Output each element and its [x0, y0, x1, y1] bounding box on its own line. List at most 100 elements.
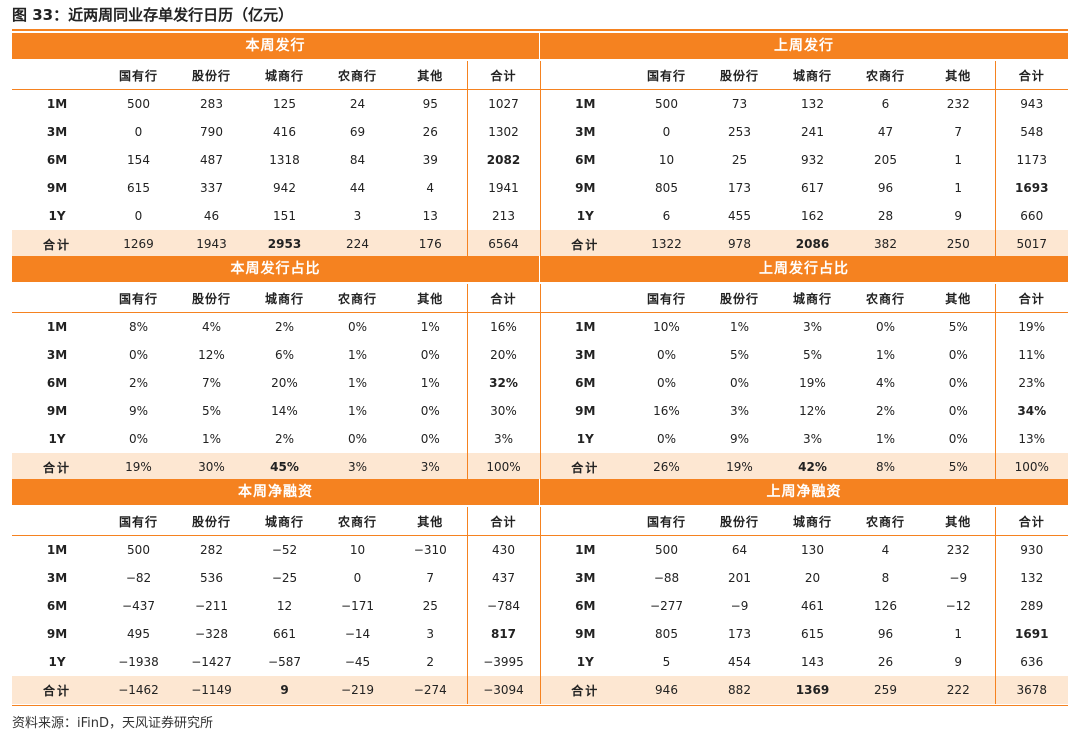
row-label: 3M	[46, 348, 68, 362]
table-cell: 3	[353, 209, 362, 223]
table-cell: 201	[728, 571, 751, 585]
column-header: 国有行	[102, 284, 175, 313]
data-table: 国有行 股份行 城商行 农商行 其他 合计 国有行 股份行 城商行 农商行 其他 合计 1M 8% 4% 2%…	[12, 284, 1068, 481]
column-header: 其他	[922, 507, 996, 536]
table-cell: 39	[394, 146, 468, 174]
table-cell: 0%	[656, 432, 677, 446]
table-cell: 548	[1020, 125, 1044, 139]
column-header: 股份行	[703, 61, 776, 90]
table-cell: 0%	[347, 432, 368, 446]
table-section: 本周发行 上周发行 国有行 股份行 城商行 农商行 其他 合计 国有行 股份行 城商行 农商行 其他 合计…	[12, 33, 1068, 258]
column-header: 股份行	[175, 61, 248, 90]
table-cell: 1%	[347, 376, 368, 390]
column-header: 国有行	[102, 507, 175, 536]
column-header: 合计	[467, 507, 540, 536]
highlight-cell: 32%	[489, 376, 518, 390]
table-cell: 1%	[729, 320, 750, 334]
table-cell: 253	[728, 125, 751, 139]
table-cell: 44	[349, 181, 366, 195]
table-cell: 2%	[274, 320, 295, 334]
table-cell: 942	[273, 181, 296, 195]
table-cell: 1269	[102, 230, 175, 258]
data-table: 国有行 股份行 城商行 农商行 其他 合计 国有行 股份行 城商行 农商行 其他 合计 1M 500 282…	[12, 507, 1068, 704]
row-label: 1M	[46, 320, 68, 334]
column-header: 农商行	[321, 61, 394, 90]
row-label: 1Y	[539, 202, 630, 230]
highlight-cell: 1691	[1015, 627, 1049, 641]
left-panel-title: 本周发行	[12, 33, 540, 59]
table-cell: 8	[881, 571, 890, 585]
table-cell: 126	[874, 599, 897, 613]
table-cell: 173	[728, 181, 751, 195]
table-cell: 5%	[729, 348, 750, 362]
table-cell: 3	[394, 620, 468, 648]
table-cell: 1%	[875, 432, 896, 446]
column-header: 其他	[922, 61, 996, 90]
row-label: 合计	[539, 676, 630, 704]
table-cell: 4%	[201, 320, 222, 334]
table-cell: 3%	[802, 320, 823, 334]
column-header: 城商行	[776, 507, 849, 536]
table-cell: 1	[922, 146, 996, 174]
left-panel-title: 本周净融资	[12, 479, 540, 505]
table-cell: −277	[650, 599, 683, 613]
table-cell: 3%	[802, 432, 823, 446]
title-divider	[12, 29, 1068, 31]
row-label: 合计	[539, 230, 630, 258]
column-header: 合计	[995, 61, 1068, 90]
row-label: 6M	[539, 592, 630, 620]
left-panel-title: 本周发行占比	[12, 256, 540, 282]
table-cell: 337	[200, 181, 223, 195]
table-cell: 5	[662, 655, 671, 669]
table-cell: 1%	[394, 312, 468, 341]
table-cell: 2%	[274, 432, 295, 446]
row-label: 1Y	[48, 655, 66, 669]
right-panel-title: 上周发行占比	[540, 256, 1068, 282]
table-cell: 0	[662, 125, 671, 139]
row-label: 1M	[539, 312, 630, 341]
table-cell: −9	[730, 599, 749, 613]
table-cell: 805	[655, 627, 678, 641]
highlight-cell: 42%	[776, 453, 849, 481]
table-cell: 7	[394, 564, 468, 592]
corner-cell	[12, 61, 102, 90]
row-label: 9M	[46, 627, 68, 641]
table-cell: 461	[801, 599, 824, 613]
table-cell: −310	[394, 535, 468, 564]
column-header: 股份行	[175, 507, 248, 536]
highlight-cell: 9	[248, 676, 321, 704]
table-cell: 289	[1020, 599, 1044, 613]
table-cell: 1027	[488, 97, 519, 111]
table-cell: −14	[344, 627, 371, 641]
source-note: 资料来源：iFinD，天风证券研究所	[12, 716, 214, 731]
column-header-row: 国有行 股份行 城商行 农商行 其他 合计 国有行 股份行 城商行 农商行 其他 合计	[12, 61, 1068, 90]
table-cell: 946	[630, 676, 703, 704]
table-cell: −3094	[467, 676, 540, 704]
row-label: 9M	[539, 620, 630, 648]
corner-cell	[539, 61, 630, 90]
total-row: 合计 −1462 −1149 9 −219 −274 −3094 合计 946 882 1369 25…	[12, 676, 1068, 704]
table-cell: 2%	[128, 376, 149, 390]
corner-cell	[539, 507, 630, 536]
row-label: 1Y	[539, 425, 630, 453]
table-cell: 0%	[922, 369, 996, 397]
table-cell: 69	[349, 125, 366, 139]
table-cell: 615	[127, 181, 150, 195]
table-cell: 660	[1020, 209, 1044, 223]
table-cell: 232	[922, 535, 996, 564]
table-cell: 1	[922, 174, 996, 202]
row-label: 9M	[46, 404, 68, 418]
table-cell: 1%	[875, 348, 896, 362]
corner-cell	[12, 284, 102, 313]
column-header: 城商行	[776, 61, 849, 90]
column-header: 城商行	[776, 284, 849, 313]
table-cell: 46	[203, 209, 220, 223]
row-label: 6M	[539, 146, 630, 174]
row-label: 1M	[46, 97, 68, 111]
section-title-row: 本周净融资 上周净融资	[12, 479, 1068, 507]
table-cell: −274	[394, 676, 468, 704]
column-header: 农商行	[849, 61, 922, 90]
row-label: 1M	[46, 543, 68, 557]
table-cell: 3%	[394, 453, 468, 481]
row-label: 3M	[46, 571, 68, 585]
